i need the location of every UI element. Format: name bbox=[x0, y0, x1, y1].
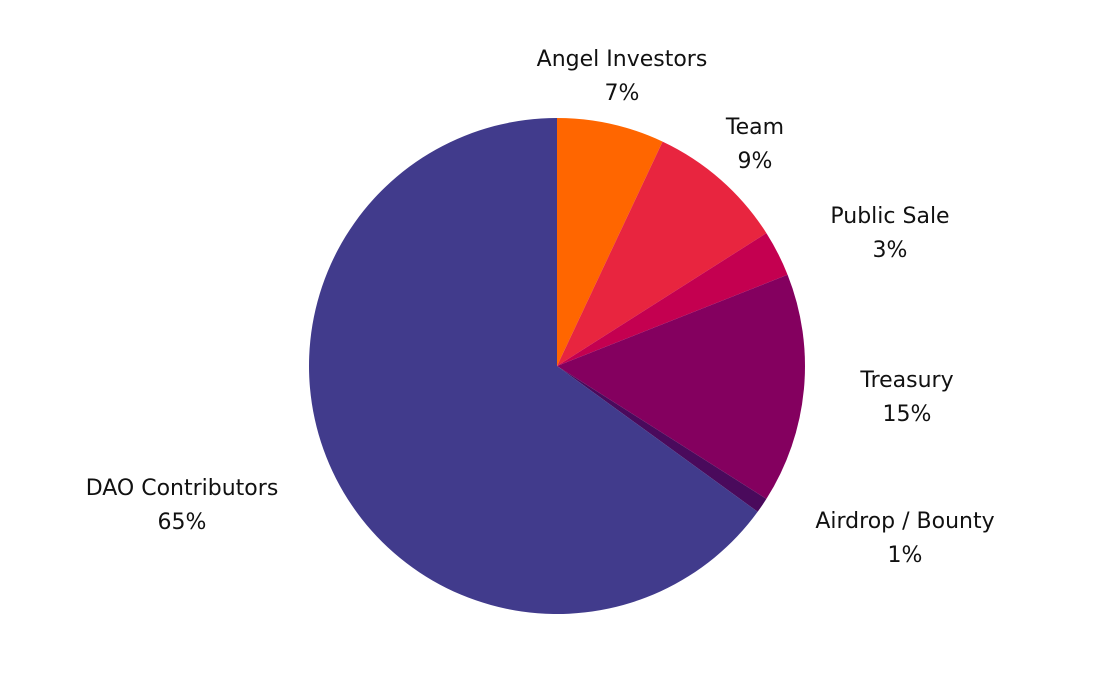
slice-dao-contributors bbox=[309, 118, 758, 615]
slice-airdrop-bounty bbox=[557, 366, 767, 512]
slice-value-treasury: 15% bbox=[883, 402, 932, 427]
slice-value-airdrop-bounty: 1% bbox=[888, 543, 923, 568]
slice-label-public-sale: Public Sale bbox=[830, 204, 949, 229]
slice-label-airdrop-bounty: Airdrop / Bounty bbox=[815, 509, 994, 534]
slice-value-public-sale: 3% bbox=[873, 238, 908, 263]
slice-treasury bbox=[557, 274, 805, 499]
slice-angel-investors bbox=[557, 117, 663, 366]
slice-value-team: 9% bbox=[738, 149, 773, 174]
slice-team bbox=[557, 141, 767, 366]
pie-labels: Angel Investors 7% Team 9% Public Sale 3% Trea… bbox=[86, 47, 995, 568]
slice-label-angel-investors: Angel Investors bbox=[537, 47, 708, 72]
slice-value-dao-contributors: 65% bbox=[158, 510, 207, 535]
pie-slices bbox=[309, 117, 805, 615]
slice-label-dao-contributors: DAO Contributors bbox=[86, 476, 279, 501]
slice-public-sale bbox=[557, 233, 788, 366]
slice-value-angel-investors: 7% bbox=[605, 81, 640, 106]
slice-label-treasury: Treasury bbox=[859, 368, 953, 393]
slice-label-team: Team bbox=[725, 115, 784, 140]
